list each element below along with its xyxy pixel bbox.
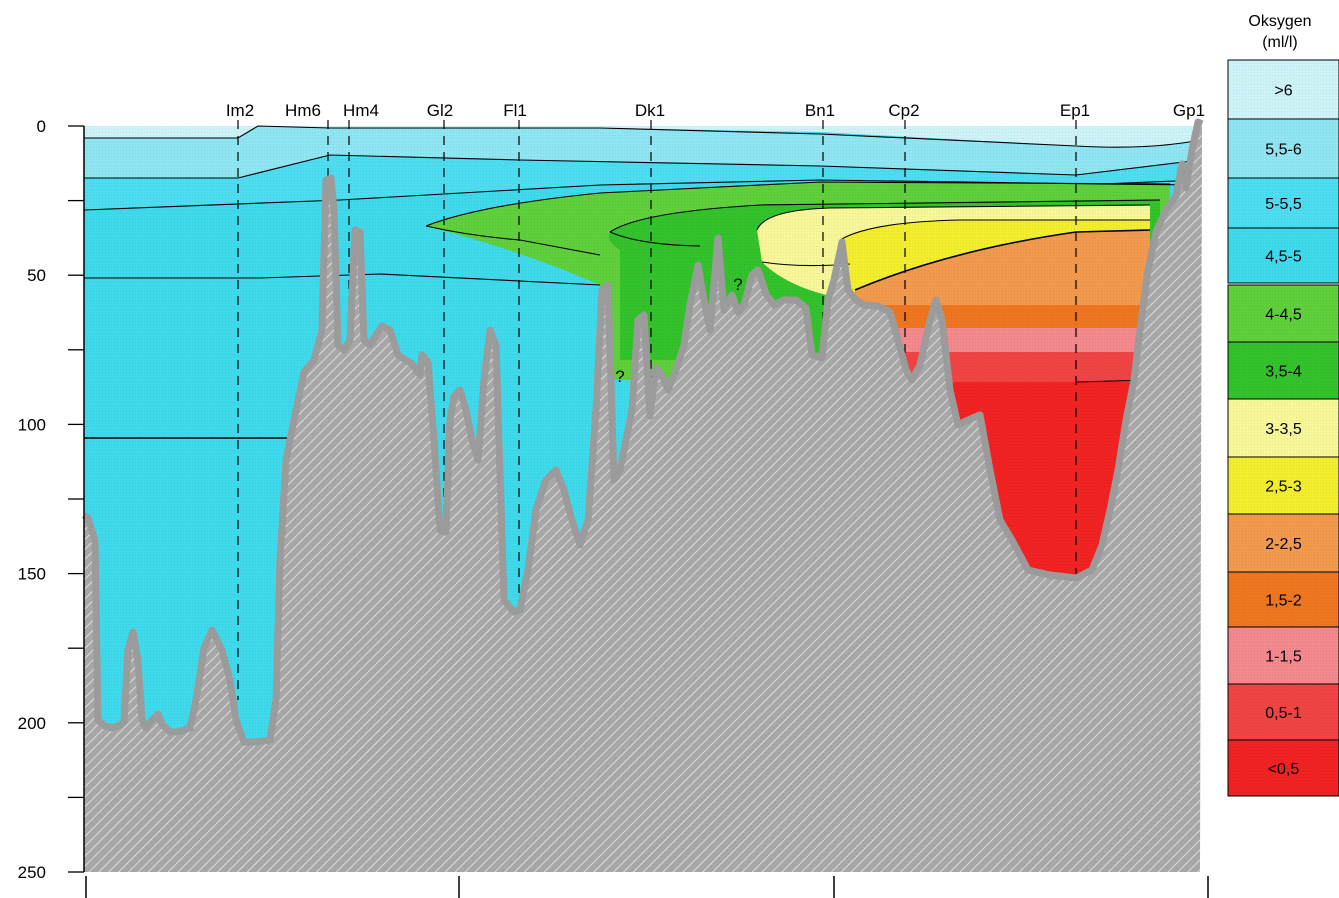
legend-label: 1,5-2 [1265, 593, 1302, 610]
y-tick-label: 100 [18, 415, 46, 434]
station-label: Gl2 [427, 101, 453, 120]
x-axis [85, 876, 1209, 898]
legend-label: 4-4,5 [1265, 307, 1302, 324]
legend-swatch-texture [1228, 119, 1339, 178]
legend-label: 3,5-4 [1265, 364, 1302, 381]
legend-label: 5,5-6 [1265, 142, 1302, 159]
station-label: Hm6 [285, 101, 321, 120]
legend-swatch-texture [1228, 178, 1339, 228]
legend-swatch-texture [1228, 572, 1339, 627]
legend-label: 4,5-5 [1265, 249, 1302, 266]
y-tick-label: 250 [18, 863, 46, 882]
station-label: Hm4 [343, 101, 379, 120]
isoline [756, 204, 1151, 231]
annotations: ?? [615, 275, 742, 386]
station-label: Fl1 [503, 101, 527, 120]
legend-label: 2-2,5 [1265, 536, 1302, 553]
legend-swatch-texture [1228, 684, 1339, 740]
y-tick-label: 200 [18, 714, 46, 733]
y-tick-label: 50 [27, 266, 46, 285]
legend-label: 5-5,5 [1265, 196, 1302, 213]
bottom-profile [81, 118, 1204, 872]
legend-title: Oksygen [1248, 13, 1311, 30]
isoline [839, 219, 1150, 241]
station-label: Gp1 [1173, 101, 1205, 120]
y-tick-label: 150 [18, 565, 46, 584]
legend-unit: (ml/l) [1262, 34, 1298, 51]
legend-swatch-texture [1228, 285, 1339, 342]
legend-label: 2,5-3 [1265, 479, 1302, 496]
legend-swatch-texture [1228, 514, 1339, 572]
legend-swatch-texture [1228, 627, 1339, 684]
legend-label: <0,5 [1268, 761, 1300, 778]
legend-label: 1-1,5 [1265, 649, 1302, 666]
isoline [609, 231, 701, 247]
legend-swatch-texture [1228, 60, 1339, 119]
y-axis: 0 50 100 150 200 250 [18, 117, 85, 882]
isoline [425, 225, 601, 256]
legend-swatch-texture [1228, 342, 1339, 399]
isoline [854, 229, 1151, 291]
isolines [83, 125, 1201, 439]
isoline [425, 181, 1171, 227]
legend-label: 0,5-1 [1265, 705, 1302, 722]
question-mark-annotation: ? [615, 367, 624, 386]
question-mark-annotation: ? [733, 275, 742, 294]
station-label: Cp2 [888, 101, 919, 120]
legend-label: >6 [1274, 83, 1292, 100]
legend-swatch-texture [1228, 399, 1339, 457]
station-label: Bn1 [805, 101, 835, 120]
legend-swatch-texture [1228, 457, 1339, 514]
seabed [84, 122, 1202, 872]
station-label: Dk1 [635, 101, 665, 120]
isoline [609, 199, 1161, 233]
legend: Oksygen (ml/l) >6 5,5-6 5-5,5 4,5-5 4-4,5 3,5-4… [1227, 13, 1339, 797]
station-label: Ep1 [1060, 101, 1090, 120]
seabed-outline [81, 118, 1204, 746]
legend-swatch-texture [1228, 228, 1339, 283]
legend-label: 3-3,5 [1265, 421, 1302, 438]
legend-swatch-texture [1228, 740, 1339, 796]
y-tick-label: 0 [37, 117, 46, 136]
station-label: Im2 [226, 101, 254, 120]
isoline [84, 125, 1201, 148]
